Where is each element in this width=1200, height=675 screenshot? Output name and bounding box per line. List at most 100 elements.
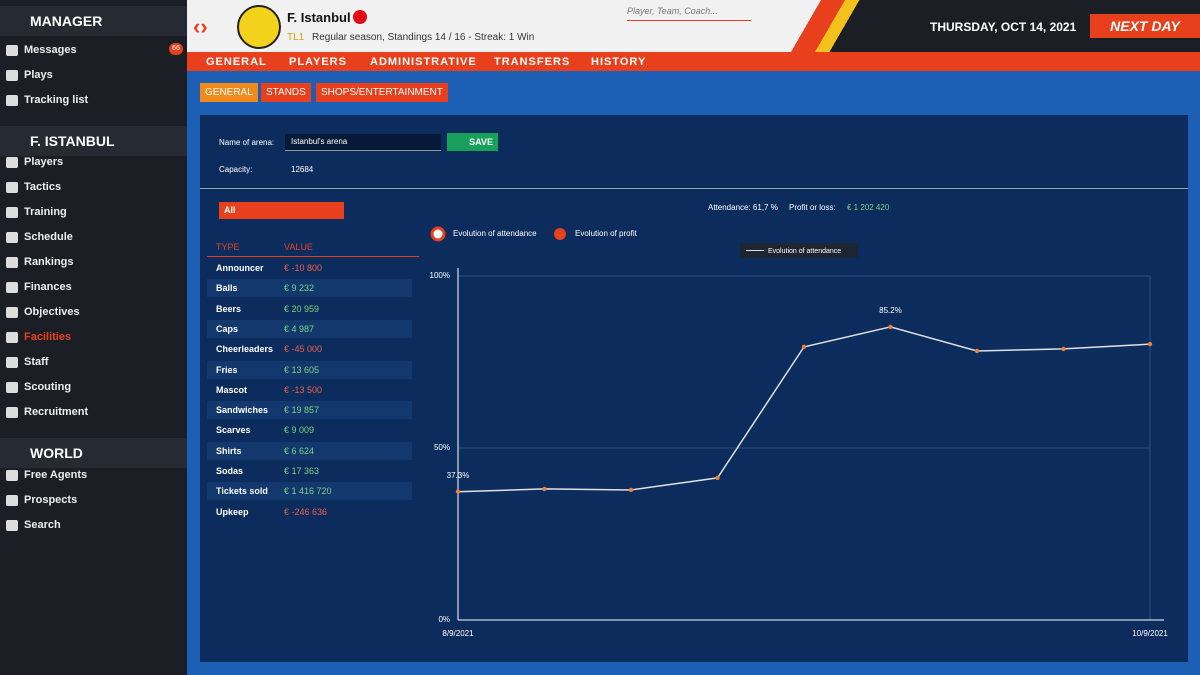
value: € 20 959 <box>284 303 320 314</box>
search-box[interactable]: Player, Team, Coach... <box>627 6 751 21</box>
table-row: Balls € 9 232 <box>207 279 412 298</box>
nav-item[interactable]: HISTORY <box>591 56 647 68</box>
type: Sodas <box>216 466 244 476</box>
table-row: Scarves € 9 009 <box>207 421 412 439</box>
value: € 19 857 <box>284 405 320 416</box>
data-label: 85.2% <box>879 306 902 315</box>
series-key-box <box>740 243 858 258</box>
nav-item[interactable]: ADMINISTRATIVE <box>370 56 477 68</box>
table-row: Cheerleaders € -45 000 <box>207 340 412 358</box>
nav-item[interactable]: TRANSFERS <box>494 56 571 68</box>
icon <box>6 282 18 293</box>
table-rule <box>207 256 419 257</box>
menu-item[interactable]: Plays <box>24 69 53 81</box>
type: Sandwiches <box>216 405 269 416</box>
arena-name-input[interactable]: Istanbul's arena <box>285 134 441 151</box>
section-header: MANAGER <box>0 6 187 36</box>
type: Mascot <box>216 384 248 395</box>
table-row: Shirts € 6 624 <box>207 441 412 460</box>
icon <box>6 95 18 106</box>
menu-item[interactable]: Players <box>24 156 64 168</box>
table-row: Mascot € -13 500 <box>207 381 412 399</box>
icon <box>6 182 18 193</box>
section-header: WORLD <box>0 438 187 468</box>
y-tick-label: 0% <box>438 615 450 624</box>
type: Caps <box>216 323 239 334</box>
series-key-label: Evolution of attendance <box>768 248 841 255</box>
badge: 66 <box>169 43 183 55</box>
save-button[interactable]: SAVE <box>447 133 498 151</box>
menu-item[interactable]: Search <box>24 519 61 531</box>
menu-item[interactable]: Tracking list <box>24 94 89 106</box>
type: Tickets sold <box>216 486 268 497</box>
icon <box>6 207 18 218</box>
tab[interactable]: GENERAL <box>200 83 258 102</box>
table-row: Sodas € 17 363 <box>207 462 412 480</box>
tab[interactable]: STANDS <box>261 83 311 102</box>
club-name: F. Istanbul <box>287 10 351 25</box>
table-row: Fries € 13 605 <box>207 360 412 379</box>
series-line <box>457 326 1151 493</box>
sidebar: MANAGER Messages 66 Plays Tracking list F. IS… <box>0 0 187 675</box>
nav-item[interactable]: PLAYERS <box>289 56 347 68</box>
menu-item[interactable]: Staff <box>24 356 49 368</box>
data-point <box>455 489 461 494</box>
table-row: Sandwiches € 19 857 <box>207 401 412 420</box>
icon <box>6 157 18 168</box>
value: € -45 000 <box>284 344 323 355</box>
icon <box>6 45 18 56</box>
table-row: Tickets sold € 1 416 720 <box>207 482 412 501</box>
menu-item[interactable]: Free Agents <box>24 469 88 481</box>
icon <box>6 357 18 368</box>
data-point <box>1061 346 1066 352</box>
legend-marker <box>554 228 566 240</box>
icon <box>6 470 18 481</box>
menu-item[interactable]: Facilities <box>24 331 72 343</box>
menu-item[interactable]: Prospects <box>24 494 78 506</box>
data-point <box>628 487 634 493</box>
table-row: Caps € 4 987 <box>207 319 412 338</box>
type: Shirts <box>216 445 242 456</box>
type: Upkeep <box>216 506 249 517</box>
value: € -246 636 <box>284 506 328 517</box>
menu-item[interactable]: Scouting <box>24 381 72 393</box>
value: € -13 500 <box>284 384 323 395</box>
menu-item[interactable]: Rankings <box>24 256 74 268</box>
type: Fries <box>216 364 238 375</box>
data-point <box>715 475 720 481</box>
nav-item[interactable]: GENERAL <box>206 56 267 68</box>
table-row: Beers € 20 959 <box>207 300 412 318</box>
icon <box>6 407 18 418</box>
menu-item[interactable]: Finances <box>24 281 72 293</box>
nav-arrows[interactable]: ‹› <box>193 14 208 39</box>
tab[interactable]: SHOPS/ENTERTAINMENT <box>316 83 448 102</box>
menu-item[interactable]: Tactics <box>24 181 62 193</box>
legend-marker <box>430 226 446 242</box>
menu-item[interactable]: Recruitment <box>24 406 89 418</box>
icon <box>6 332 18 343</box>
data-point <box>1147 341 1153 347</box>
club-logo <box>237 5 281 49</box>
menu-item[interactable]: Training <box>24 206 67 218</box>
icon <box>6 495 18 506</box>
type: Cheerleaders <box>216 344 274 355</box>
data-point <box>888 324 893 330</box>
filter-dropdown[interactable]: All <box>219 202 344 219</box>
type: Announcer <box>216 263 264 273</box>
data-label: 37.3% <box>447 471 470 480</box>
capacity-label: Capacity: <box>219 165 253 174</box>
table-header: TYPE <box>216 242 240 252</box>
icon <box>6 307 18 318</box>
value: € 13 605 <box>284 364 320 375</box>
flag <box>353 10 367 24</box>
y-tick-label: 100% <box>430 271 450 280</box>
icon <box>6 70 18 81</box>
menu-item[interactable]: Schedule <box>24 231 73 243</box>
capacity: 12684 <box>291 165 314 174</box>
profit-label: Profit or loss: <box>789 203 836 212</box>
menu-item[interactable]: Messages <box>24 44 77 56</box>
menu-item[interactable]: Objectives <box>24 306 80 318</box>
next-day-button[interactable]: NEXT DAY <box>1090 14 1200 38</box>
value: € 9 232 <box>284 283 315 294</box>
